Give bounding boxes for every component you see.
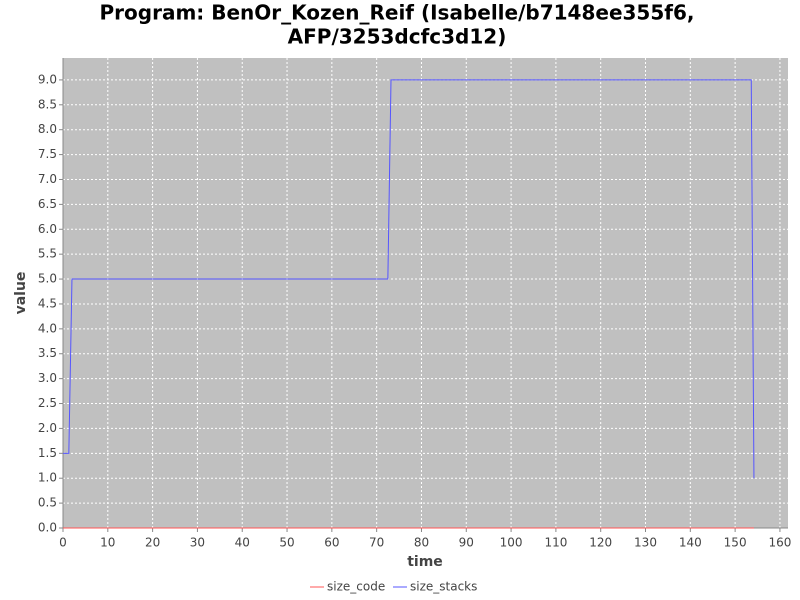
x-tick-label: 10 [100,536,115,550]
x-tick-label: 60 [324,536,339,550]
y-tick-label: 0.5 [38,496,57,510]
x-tick-label: 100 [500,536,523,550]
y-tick-label: 7.5 [38,147,57,161]
y-tick-label: 1.0 [38,471,57,485]
y-tick-label: 4.5 [38,296,57,310]
x-tick-label: 0 [59,536,67,550]
x-tick-label: 30 [190,536,205,550]
y-tick-label: 2.0 [38,421,57,435]
y-axis-label: value [13,272,29,315]
x-tick-label: 160 [768,536,791,550]
y-tick-label: 6.5 [38,197,57,211]
series-line [63,79,755,479]
x-axis-label: time [407,554,443,570]
y-tick-label: 1.5 [38,446,57,460]
x-tick-label: 20 [145,536,160,550]
y-tick-label: 9.0 [38,72,57,86]
x-tick-label: 40 [235,536,250,550]
chart-title: Program: BenOr_Kozen_Reif (Isabelle/b714… [100,1,695,25]
y-tick-label: 2.5 [38,396,57,410]
y-tick-label: 8.0 [38,122,57,136]
y-tick-label: 8.5 [38,97,57,111]
x-tick-label: 110 [544,536,567,550]
y-tick-label: 0.0 [38,521,57,535]
x-tick-label: 140 [679,536,702,550]
x-tick-label: 80 [414,536,429,550]
chart-title: AFP/3253dcfc3d12) [288,25,507,49]
y-tick-label: 5.5 [38,247,57,261]
y-tick-label: 4.0 [38,321,57,335]
y-tick-label: 3.0 [38,371,57,385]
x-tick-label: 90 [459,536,474,550]
legend-label: size_code [327,580,385,594]
x-tick-label: 50 [279,536,294,550]
y-tick-label: 3.5 [38,346,57,360]
y-tick-label: 6.0 [38,222,57,236]
y-tick-label: 7.0 [38,172,57,186]
plot-area [63,58,788,528]
y-tick-label: 5.0 [38,272,57,286]
x-tick-label: 120 [589,536,612,550]
legend-label: size_stacks [410,580,477,594]
x-tick-label: 130 [634,536,657,550]
x-tick-label: 150 [724,536,747,550]
x-tick-label: 70 [369,536,384,550]
